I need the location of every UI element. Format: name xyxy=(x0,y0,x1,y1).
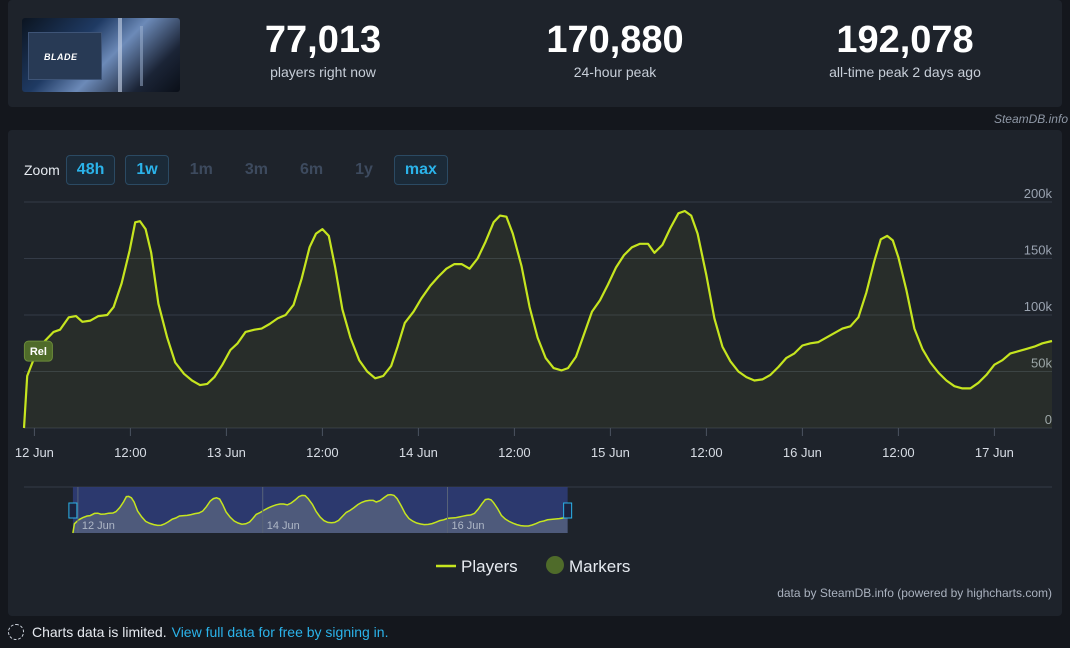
players-line xyxy=(22,209,1053,429)
x-tick-label: 12:00 xyxy=(114,445,147,460)
release-marker-label: Rel xyxy=(30,346,47,358)
stat-all-time-peak: 192,078 all-time peak 2 days ago xyxy=(795,20,1015,80)
navigator-left-handle[interactable] xyxy=(68,502,78,519)
stat-current-players: 77,013 players right now xyxy=(213,20,433,80)
x-tick-label: 15 Jun xyxy=(591,445,630,460)
navigator-label: 14 Jun xyxy=(267,520,300,532)
navigator-area xyxy=(72,494,568,533)
x-tick-label: 12:00 xyxy=(306,445,339,460)
steamdb-credit[interactable]: SteamDB.info xyxy=(993,112,1068,126)
x-tick-label: 12:00 xyxy=(882,445,915,460)
loading-spinner-icon xyxy=(8,624,24,640)
stat-label: 24-hour peak xyxy=(573,64,657,80)
footer-text: Charts data is limited. xyxy=(32,624,167,640)
navigator-right-handle[interactable] xyxy=(563,502,573,519)
highcharts-credit[interactable]: data by SteamDB.info (powered by highcha… xyxy=(777,586,1052,600)
stats-bar: BLADE 77,013 players right now 170,880 2… xyxy=(8,0,1062,107)
players-area xyxy=(24,211,1052,428)
stat-value: 192,078 xyxy=(836,19,974,61)
x-tick-label: 12:00 xyxy=(690,445,723,460)
zoom-controls: Zoom 48h 1w 1m 3m 6m 1y max xyxy=(24,154,458,186)
sign-in-link[interactable]: View full data for free by signing in. xyxy=(171,624,389,640)
navigator-label: 12 Jun xyxy=(82,520,115,532)
thumbnail-art xyxy=(140,26,143,86)
game-thumbnail[interactable]: BLADE xyxy=(22,18,180,92)
legend-markers-swatch xyxy=(546,556,564,574)
zoom-1w-button[interactable]: 1w xyxy=(125,155,169,185)
x-tick-label: 14 Jun xyxy=(399,445,438,460)
navigator-label: 16 Jun xyxy=(452,520,485,532)
stat-24h-peak: 170,880 24-hour peak xyxy=(505,20,725,80)
game-logo-text: BLADE xyxy=(44,52,78,62)
stat-label: players right now xyxy=(270,64,376,80)
zoom-label: Zoom xyxy=(24,162,60,178)
zoom-1m-button[interactable]: 1m xyxy=(189,161,213,178)
y-tick-label: 150k xyxy=(1024,243,1053,258)
thumbnail-art xyxy=(118,18,122,92)
y-tick-label: 50k xyxy=(1031,356,1052,371)
zoom-max-button[interactable]: max xyxy=(393,155,448,185)
y-tick-label: 0 xyxy=(1045,412,1052,427)
x-tick-label: 13 Jun xyxy=(207,445,246,460)
stat-value: 77,013 xyxy=(264,19,382,61)
legend-players-label[interactable]: Players xyxy=(461,557,518,576)
navigator-line xyxy=(72,493,568,534)
y-tick-label: 200k xyxy=(1024,186,1053,201)
zoom-6m-button[interactable]: 6m xyxy=(299,161,324,178)
x-tick-label: 17 Jun xyxy=(975,445,1014,460)
x-tick-label: 16 Jun xyxy=(783,445,822,460)
y-tick-label: 100k xyxy=(1024,299,1053,314)
zoom-3m-button[interactable]: 3m xyxy=(244,161,268,178)
zoom-48h-button[interactable]: 48h xyxy=(65,155,116,185)
game-logo-box xyxy=(28,32,102,80)
stat-label: all-time peak 2 days ago xyxy=(829,64,981,80)
stat-value: 170,880 xyxy=(546,19,684,61)
footer-note: Charts data is limited. View full data f… xyxy=(8,624,388,640)
release-marker xyxy=(23,340,53,362)
x-tick-label: 12 Jun xyxy=(15,445,54,460)
x-tick-label: 12:00 xyxy=(498,445,531,460)
legend-markers-label[interactable]: Markers xyxy=(569,557,630,576)
zoom-1y-button[interactable]: 1y xyxy=(355,161,373,178)
